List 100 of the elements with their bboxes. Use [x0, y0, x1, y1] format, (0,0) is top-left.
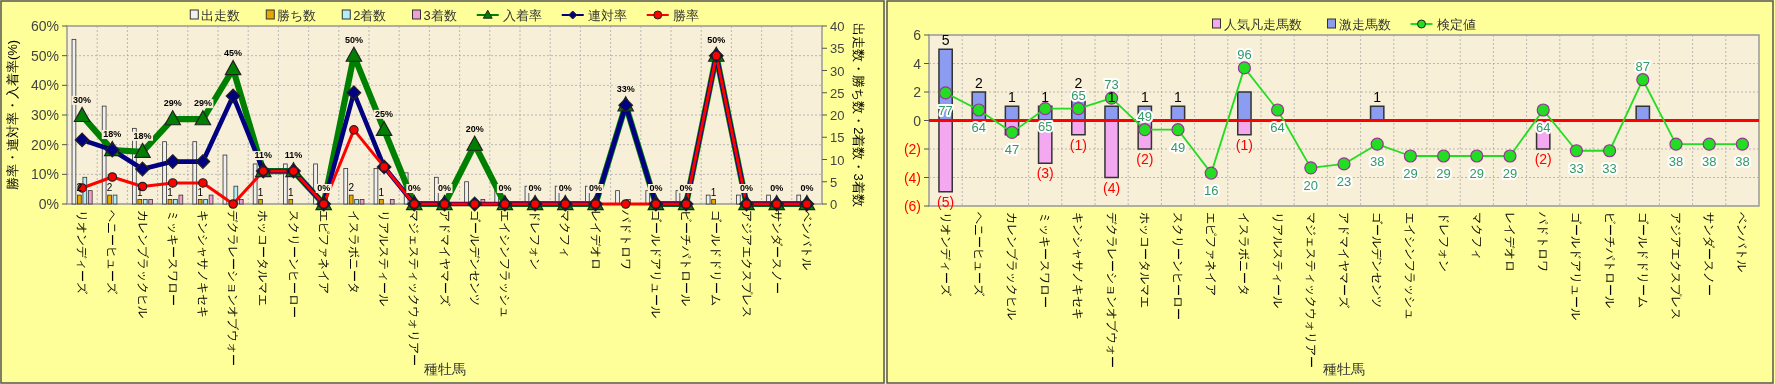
- x-tick-label: パドトロワ: [619, 209, 632, 270]
- data-label: (1): [1235, 136, 1253, 153]
- data-label: 0%: [649, 183, 663, 193]
- x-tick-label: ゴールドドリーム: [1636, 212, 1649, 308]
- data-label: 29: [1436, 166, 1451, 182]
- data-label: 1: [1373, 89, 1382, 106]
- x-tick-label: スクリーンヒーロー: [1172, 212, 1184, 320]
- x-tick-label: ゴールデンセンツ: [1371, 212, 1384, 308]
- data-label: 1: [167, 186, 174, 198]
- data-label: 11%: [284, 150, 303, 161]
- x-tick-label: キンシャサノキセキ: [1072, 212, 1085, 320]
- data-label: 18%: [103, 129, 122, 140]
- legend-label: 検定値: [1436, 17, 1476, 32]
- data-label: (1): [1069, 136, 1087, 153]
- data-label: 2: [348, 182, 355, 194]
- x-tick-label: サンダースノー: [770, 210, 783, 294]
- data-label: 23: [1336, 173, 1352, 189]
- data-label: 11%: [254, 150, 273, 161]
- legend-label: 勝ち数: [277, 8, 317, 23]
- data-label: 1: [1041, 89, 1050, 106]
- data-label: 1: [1107, 89, 1116, 106]
- data-label: 96: [1237, 46, 1252, 62]
- x-tick-label: エイシンフラッシュ: [1404, 212, 1417, 320]
- y-axis-title: 勝率・連対率・入着率(%): [5, 39, 20, 191]
- y-tick-label: 2: [913, 84, 922, 100]
- data-label: 38: [1369, 154, 1385, 170]
- data-label: 20: [1303, 177, 1319, 193]
- data-label: 33%: [616, 84, 635, 95]
- data-label: 38: [1735, 154, 1750, 170]
- x-tick-label: ホッコータルマエ: [257, 210, 270, 306]
- data-label: 29%: [193, 98, 212, 109]
- data-label: 33: [1569, 160, 1584, 176]
- data-label: 49: [1170, 139, 1186, 155]
- legend-label: 3着数: [423, 8, 457, 23]
- x-tick-label: カレンブラックヒル: [136, 210, 150, 318]
- x-tick-label: スクリーンヒーロー: [287, 210, 300, 318]
- y-tick-label: 30%: [30, 107, 59, 123]
- data-label: 29%: [163, 98, 182, 109]
- x-tick-label: ベンバトル: [800, 210, 813, 270]
- y2-axis-title: 出走数・勝ち数・2着数・3着数: [851, 23, 866, 207]
- x-tick-label: ゴールドドリーム: [710, 210, 723, 306]
- data-label: 29: [1403, 166, 1418, 182]
- x-tick-label: ミッキースワロー: [1039, 212, 1052, 308]
- y2-tick-label: 10: [830, 152, 845, 168]
- x-tick-label: イスラボニータ: [347, 210, 360, 294]
- data-label: 2: [76, 182, 83, 194]
- data-label: 29: [1469, 166, 1485, 182]
- x-tick-label: アジアエクスプレス: [740, 210, 754, 318]
- x-tick-label: キンシャサノキセキ: [196, 210, 209, 318]
- y-tick-label: (4): [903, 169, 921, 186]
- y-tick-label: 6: [913, 27, 922, 43]
- data-label: 18%: [133, 130, 152, 141]
- data-label: 38: [1668, 154, 1684, 170]
- y2-tick-label: 35: [830, 41, 845, 57]
- data-label: 38: [1701, 154, 1717, 170]
- data-label: (4): [1103, 179, 1121, 196]
- data-label: 16: [1203, 183, 1219, 199]
- data-label: 45%: [224, 48, 243, 59]
- x-tick-label: マジェスティックウォリアー: [408, 210, 421, 366]
- data-label: 1: [378, 186, 385, 198]
- data-label: 0%: [770, 183, 784, 193]
- y-tick-label: 10%: [30, 166, 59, 183]
- x-tick-label: アドマイヤマーズ: [1338, 212, 1350, 309]
- data-label: 50%: [707, 34, 726, 45]
- data-label: 1: [137, 186, 143, 198]
- legend-label: 人気凡走馬数: [1223, 17, 1302, 32]
- x-tick-label: ドレフォン: [529, 210, 542, 270]
- x-tick-label: ビーチパトロール: [1603, 212, 1616, 308]
- y2-tick-label: 20: [830, 108, 845, 123]
- data-label: 1: [710, 186, 717, 198]
- y-tick-label: 0: [913, 112, 922, 129]
- x-tick-label: アジアエクスプレス: [1670, 212, 1683, 320]
- y-tick-label: (2): [903, 141, 921, 157]
- x-axis-title: 種牡馬: [1323, 361, 1365, 377]
- y-tick-label: 0%: [38, 196, 59, 212]
- x-tick-label: ゴールドアリュール: [649, 210, 662, 318]
- y2-tick-label: 30: [830, 63, 845, 79]
- data-label: 87: [1635, 58, 1651, 74]
- y-tick-label: (6): [903, 198, 921, 214]
- data-label: 0%: [407, 183, 421, 193]
- x-tick-label: マクフィ: [1470, 212, 1483, 260]
- data-label: 0%: [739, 183, 754, 193]
- data-label: 1: [288, 186, 294, 198]
- y2-tick-label: 5: [830, 174, 838, 190]
- y-tick-label: 4: [913, 55, 922, 72]
- y-tick-label: 60%: [30, 18, 59, 34]
- legend-label: 入着率: [502, 8, 542, 23]
- x-tick-label: ドレフォン: [1437, 212, 1450, 272]
- x-tick-label: ゴールドアリュール: [1570, 212, 1583, 320]
- x-tick-label: エピファネイア: [1205, 212, 1218, 296]
- x-axis-title: 種牡馬: [423, 361, 466, 377]
- legend-label: 勝率: [672, 8, 699, 23]
- data-label: (5): [937, 193, 955, 210]
- data-label: 64: [971, 119, 987, 135]
- y2-tick-label: 15: [830, 130, 845, 146]
- y2-tick-label: 40: [830, 19, 845, 34]
- y-tick-label: 50%: [30, 47, 59, 64]
- data-label: (2): [1136, 151, 1154, 167]
- x-tick-label: リオンディーズ: [939, 212, 952, 297]
- x-tick-label: レイデオロ: [589, 210, 602, 270]
